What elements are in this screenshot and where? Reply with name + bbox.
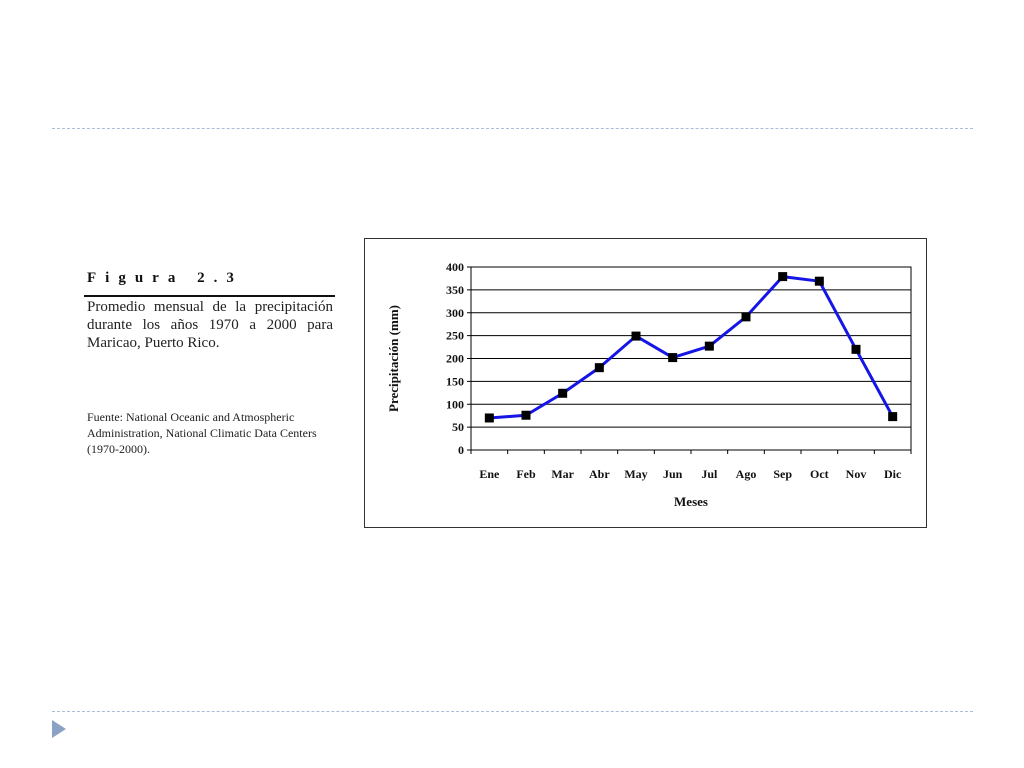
data-point — [668, 353, 678, 363]
x-tick-label: Dic — [884, 467, 902, 481]
data-point — [888, 412, 898, 422]
top-divider — [52, 128, 973, 129]
x-tick-label: Ago — [736, 467, 757, 481]
x-tick-label: Sep — [773, 467, 792, 481]
bottom-divider — [52, 711, 973, 712]
data-point — [814, 276, 824, 286]
data-point — [778, 272, 788, 282]
y-axis-title: Precipitación (mm) — [386, 305, 401, 412]
x-tick-label: Jul — [701, 467, 718, 481]
x-tick-label: Abr — [589, 467, 610, 481]
x-tick-label: Oct — [810, 467, 829, 481]
y-tick-label: 150 — [446, 374, 464, 388]
x-axis-title: Meses — [674, 494, 708, 509]
y-tick-label: 0 — [458, 443, 464, 457]
figure-label: Figura 2.3 — [87, 270, 243, 286]
chart-frame: 0 50 100 150 200 250 300 350 400 Ene Feb Mar Abr May J… — [364, 238, 927, 528]
x-tick-label: May — [624, 467, 647, 481]
data-point — [631, 331, 641, 341]
x-tick-label: Ene — [479, 467, 500, 481]
y-tick-label: 350 — [446, 283, 464, 297]
y-tick-label: 100 — [446, 397, 464, 411]
y-tick-label: 50 — [452, 420, 464, 434]
precipitation-chart: 0 50 100 150 200 250 300 350 400 Ene Feb Mar Abr May J… — [386, 260, 912, 509]
caption-text: Promedio mensual de la precipitación dur… — [87, 299, 333, 351]
x-tick-label: Feb — [516, 467, 536, 481]
data-point — [594, 363, 604, 373]
data-point — [851, 344, 861, 354]
series-line — [489, 275, 894, 420]
y-tick-label: 250 — [446, 329, 464, 343]
data-point — [521, 410, 531, 420]
y-tick-label: 300 — [446, 306, 464, 320]
data-point — [484, 413, 494, 423]
source-text: Fuente: National Oceanic and Atmospheric… — [87, 410, 317, 456]
x-tick-label: Mar — [551, 467, 574, 481]
data-point — [741, 312, 751, 322]
y-tick-label: 200 — [446, 352, 464, 366]
data-point — [704, 341, 714, 351]
caption-rule — [84, 295, 335, 297]
y-tick-label: 400 — [446, 260, 464, 274]
data-point — [558, 388, 568, 398]
x-tick-label: Nov — [846, 467, 867, 481]
x-tick-label: Jun — [663, 467, 683, 481]
triangle-right-icon[interactable] — [52, 720, 66, 738]
